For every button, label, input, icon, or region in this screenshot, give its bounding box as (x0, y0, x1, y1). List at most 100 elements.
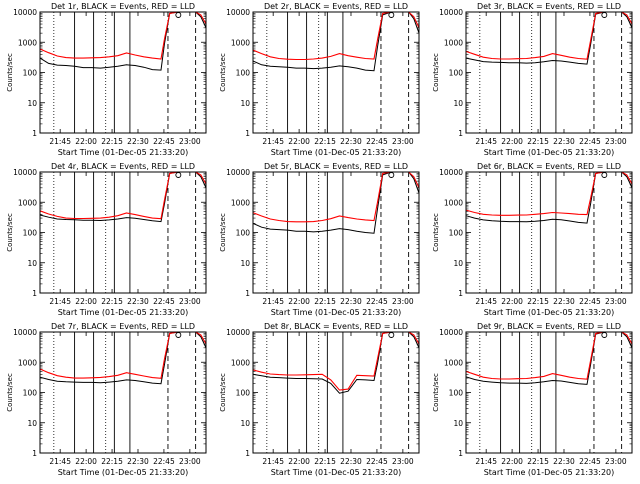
x-tick-label: 23:00 (179, 457, 201, 466)
y-tick-label: 10000 (226, 168, 250, 177)
x-tick-label: 22:45 (153, 137, 175, 146)
peak-marker (175, 172, 182, 178)
x-tick-label: 22:00 (501, 457, 523, 466)
panel-det-6: Det 6r, BLACK = Events, RED = LLD Counts/… (432, 162, 633, 317)
panel-det-3: Det 3r, BLACK = Events, RED = LLD Counts/… (432, 2, 633, 157)
y-tick-label: 1 (458, 129, 463, 138)
lld-series-line (39, 331, 207, 379)
y-axis-label: Counts/sec (219, 53, 227, 92)
lld-series-line (252, 11, 420, 61)
peak-marker (601, 12, 608, 18)
lld-series-line (252, 171, 420, 223)
y-axis-label: Counts/sec (432, 213, 440, 252)
x-tick-label: 21:45 (475, 297, 497, 306)
x-tick-label: 21:45 (49, 297, 71, 306)
lld-series-line (465, 171, 633, 216)
events-series-line (252, 331, 420, 394)
panel-title: Det 9r, BLACK = Events, RED = LLD (477, 322, 621, 331)
x-tick-label: 21:45 (49, 137, 71, 146)
x-tick-label: 22:15 (314, 297, 336, 306)
x-tick-label: 21:45 (475, 137, 497, 146)
x-axis-label: Start Time (01-Dec-05 21:33:20) (484, 468, 615, 477)
x-tick-label: 23:00 (179, 297, 201, 306)
y-axis-label: Counts/sec (219, 373, 227, 412)
peak-marker (601, 172, 608, 178)
x-tick-label: 22:45 (153, 297, 175, 306)
x-tick-label: 22:30 (127, 137, 149, 146)
x-tick-label: 22:15 (101, 457, 123, 466)
y-tick-label: 1 (245, 129, 250, 138)
y-tick-label: 10 (453, 259, 463, 268)
plot-frame (252, 171, 420, 294)
y-tick-label: 10 (27, 99, 37, 108)
x-tick-label: 21:45 (262, 297, 284, 306)
x-tick-label: 23:00 (605, 297, 627, 306)
x-tick-label: 22:15 (101, 137, 123, 146)
x-tick-label: 22:00 (288, 137, 310, 146)
x-tick-label: 22:30 (340, 297, 362, 306)
y-axis-label: Counts/sec (432, 373, 440, 412)
panel-det-5: Det 5r, BLACK = Events, RED = LLD Counts/… (219, 162, 420, 317)
x-axis-label: Start Time (01-Dec-05 21:33:20) (484, 148, 615, 157)
x-tick-label: 22:00 (75, 297, 97, 306)
peak-marker (175, 12, 182, 18)
plot-frame (39, 331, 207, 454)
lld-series-line (252, 331, 420, 391)
x-tick-label: 22:45 (366, 457, 388, 466)
plot-frame (465, 11, 633, 134)
y-tick-label: 1000 (231, 38, 250, 47)
events-series-line (39, 11, 207, 71)
y-tick-label: 1000 (444, 38, 463, 47)
panel-det-1: Det 1r, BLACK = Events, RED = LLD Counts/… (6, 2, 207, 157)
x-tick-label: 22:15 (314, 137, 336, 146)
x-tick-label: 22:45 (366, 297, 388, 306)
lld-series-line (465, 11, 633, 60)
panel-title: Det 8r, BLACK = Events, RED = LLD (264, 322, 408, 331)
y-tick-label: 10000 (439, 168, 463, 177)
plot-frame (252, 11, 420, 134)
x-axis-label: Start Time (01-Dec-05 21:33:20) (58, 308, 189, 317)
plot-frame (39, 11, 207, 134)
panel-title: Det 7r, BLACK = Events, RED = LLD (51, 322, 195, 331)
y-tick-label: 10 (453, 99, 463, 108)
y-tick-label: 1000 (18, 358, 37, 367)
y-tick-label: 10 (453, 419, 463, 428)
x-tick-label: 22:00 (75, 457, 97, 466)
y-tick-label: 1000 (444, 358, 463, 367)
x-tick-label: 22:15 (314, 457, 336, 466)
x-tick-label: 22:15 (527, 297, 549, 306)
plot-frame (39, 171, 207, 294)
y-tick-label: 1 (32, 449, 37, 458)
x-tick-label: 22:00 (501, 297, 523, 306)
plot-frame (465, 331, 633, 454)
y-tick-label: 100 (236, 229, 251, 238)
y-tick-label: 1 (32, 129, 37, 138)
panel-title: Det 1r, BLACK = Events, RED = LLD (51, 2, 195, 11)
x-tick-label: 22:30 (127, 457, 149, 466)
y-tick-label: 100 (23, 389, 38, 398)
plot-frame (252, 331, 420, 454)
panel-title: Det 2r, BLACK = Events, RED = LLD (264, 2, 408, 11)
x-axis-label: Start Time (01-Dec-05 21:33:20) (271, 468, 402, 477)
panel-det-2: Det 2r, BLACK = Events, RED = LLD Counts/… (219, 2, 420, 157)
panel-det-4: Det 4r, BLACK = Events, RED = LLD Counts/… (6, 162, 207, 317)
x-tick-label: 22:30 (553, 297, 575, 306)
y-tick-label: 10000 (226, 8, 250, 17)
events-series-line (465, 11, 633, 65)
x-tick-label: 22:00 (288, 457, 310, 466)
x-tick-label: 21:45 (262, 137, 284, 146)
y-tick-label: 10 (240, 99, 250, 108)
x-tick-label: 23:00 (392, 297, 414, 306)
y-tick-label: 100 (449, 389, 464, 398)
y-tick-label: 10000 (13, 8, 37, 17)
lld-series-line (39, 11, 207, 60)
x-tick-label: 22:00 (501, 137, 523, 146)
panel-det-9: Det 9r, BLACK = Events, RED = LLD Counts/… (432, 322, 633, 477)
y-tick-label: 1000 (231, 198, 250, 207)
y-tick-label: 10 (240, 419, 250, 428)
events-series-line (252, 171, 420, 234)
y-tick-label: 10 (27, 419, 37, 428)
panel-det-8: Det 8r, BLACK = Events, RED = LLD Counts/… (219, 322, 420, 477)
y-tick-label: 100 (449, 69, 464, 78)
x-tick-label: 21:45 (262, 457, 284, 466)
